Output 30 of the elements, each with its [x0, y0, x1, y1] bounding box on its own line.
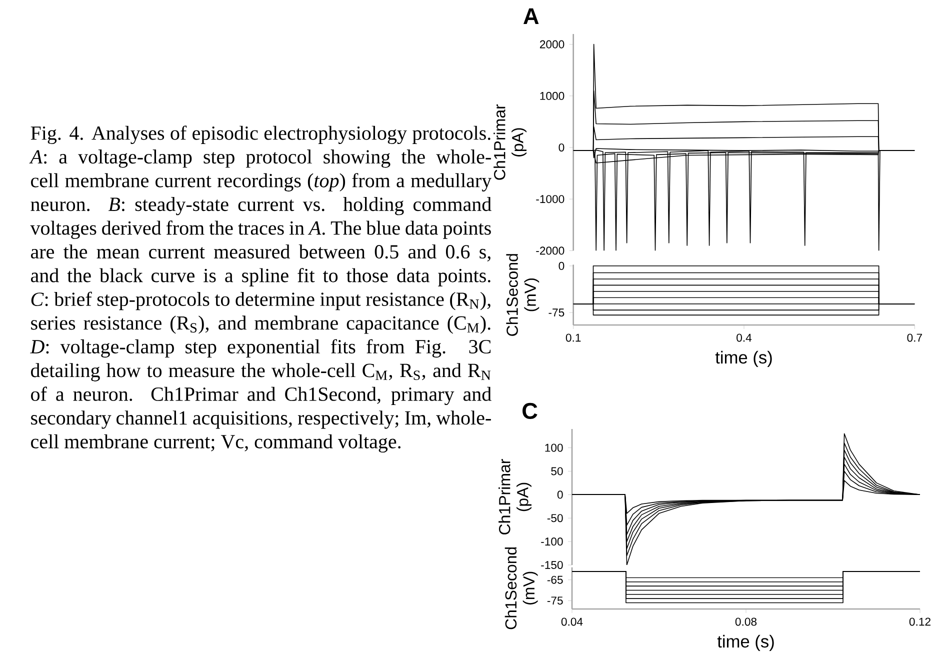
- y-tick-label: 0: [558, 262, 564, 270]
- x-tick-label: 0.04: [561, 618, 583, 626]
- y-axis-title: Ch1Second (mV): [504, 547, 538, 630]
- x-tick-label: 0.1: [566, 334, 581, 342]
- y-tick-label: 1000: [540, 92, 564, 100]
- y-tick-label: -75: [548, 308, 564, 317]
- y-axis-title: Ch1Second (mV): [506, 254, 540, 336]
- y-tick-label: 2000: [540, 40, 564, 48]
- y-tick-label: 0: [558, 143, 564, 152]
- x-axis-title: time (s): [715, 350, 772, 368]
- y-tick-label: -65: [547, 576, 563, 584]
- y-tick-label: 0: [557, 490, 563, 499]
- y-tick-label: -1000: [536, 195, 564, 204]
- y-tick-label: -100: [541, 538, 563, 546]
- y-axis-title: Ch1Primar (pA): [494, 104, 526, 180]
- y-tick-label: -75: [547, 596, 563, 605]
- y-tick-label: -150: [541, 560, 563, 569]
- y-axis-title: Ch1Primar (pA): [498, 459, 532, 534]
- x-tick-label: 0.12: [909, 618, 930, 626]
- x-axis-title: time (s): [717, 634, 774, 652]
- y-tick-label: -2000: [536, 246, 564, 255]
- x-tick-label: 0.08: [735, 618, 757, 626]
- x-tick-label: 0.7: [907, 334, 922, 342]
- chart-title: A: [523, 8, 539, 24]
- text: Fig. 4. Analyses of episodic electrophysiology protocols. A: a voltage-clamp step protocol showing the whole-cell membrane current recordings (top) from a medullary neuron. B: steady-state current vs. holding command voltages derived from the traces in A. The blue data points are the mean current measured between 0.5 and 0.6 s, and the black curve is a spline fit to those data points. C: brief step-protocols to determine input resistance (R$_{N}$), series resistance (R$_{S}$), and membrane capacitance (C$_{M}$). D: voltage-clamp step exponential fits from Fig. 3C detailing how to measure the whole-cell C$_{M}$, R$_{S}$, and R$_{N}$ of a neuron. Ch1Primar and Ch1Second, primary and secondary channel1 acquisitions, respectively; Im, whole-cell membrane current; Vc, command voltage.: [29, 126, 492, 453]
- y-tick-label: 100: [545, 444, 563, 452]
- x-tick-label: 0.4: [736, 334, 752, 342]
- chart-title: C: [522, 402, 538, 419]
- y-tick-label: -50: [547, 514, 563, 522]
- y-tick-label: 50: [551, 467, 563, 476]
